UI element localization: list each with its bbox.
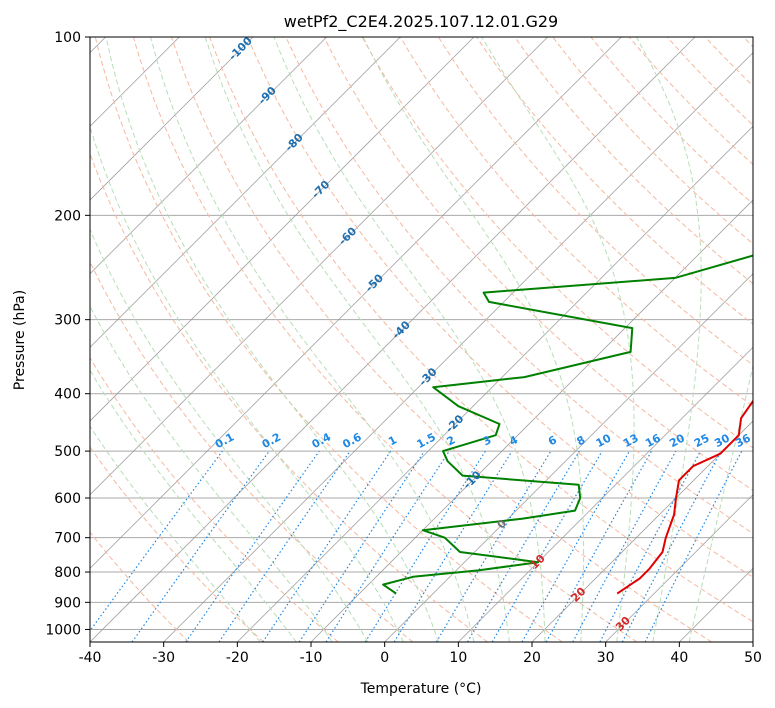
isotherm-line	[163, 52, 753, 642]
mixing-ratio-line	[131, 450, 270, 642]
plot-frame	[89, 36, 754, 643]
y-tick-label: 900	[54, 595, 81, 611]
dry-adiabat-line	[552, 37, 753, 245]
mixing-ratio-line	[644, 450, 743, 642]
x-tick-label: 0	[380, 650, 389, 666]
moist-adiabat-line	[362, 37, 585, 642]
mixing-ratio-line	[218, 450, 351, 642]
isotherm-line	[90, 37, 475, 422]
mixing-ratio-label: 20	[667, 431, 687, 450]
background-lines	[90, 37, 753, 642]
dry-adiabat-line	[437, 37, 753, 366]
x-tick-label: 30	[597, 650, 615, 666]
dewpoint-profile-line	[382, 254, 753, 595]
mixing-ratio-label: 36	[733, 431, 753, 450]
y-tick-label: 300	[54, 313, 81, 329]
mixing-ratio-line	[325, 450, 450, 642]
dry-adiabat-line	[476, 37, 753, 325]
moist-adiabat-line	[273, 37, 546, 642]
mixing-ratio-line	[185, 450, 320, 642]
x-tick-label: 10	[449, 650, 467, 666]
isotherm-line	[605, 494, 753, 642]
mixing-ratio-line	[90, 450, 223, 632]
y-tick-label: 500	[54, 444, 81, 460]
isotherm-line	[90, 37, 696, 642]
moist-adiabat-line	[90, 425, 261, 642]
y-tick-label: 600	[54, 491, 81, 507]
moist-adiabat-line	[635, 37, 702, 642]
y-tick-label: 700	[54, 531, 81, 547]
dry-adiabat-line	[90, 531, 190, 642]
y-tick-label: 800	[54, 565, 81, 581]
y-tick-label: 1000	[45, 622, 81, 638]
mixing-ratio-label: 25	[692, 431, 712, 450]
axis-ticks: -40 -30 -20 -10 0 10 20 30 40 50 100 200 300 400 500 60…	[45, 30, 762, 666]
dry-adiabat-line	[323, 37, 753, 491]
moist-adiabat-line	[150, 37, 475, 642]
mixing-ratio-label: 13	[621, 431, 641, 450]
dry-adiabat-line	[90, 260, 414, 642]
dry-adiabat-line	[132, 37, 638, 642]
y-axis-label: Pressure (hPa)	[12, 290, 28, 390]
dry-adiabat-line	[94, 37, 563, 642]
isotherm-line	[90, 37, 327, 275]
dry-adiabat-line	[399, 37, 753, 407]
isotherm-line	[458, 346, 753, 642]
y-tick-label: 100	[54, 30, 81, 46]
series-layer	[382, 254, 753, 595]
dry-adiabat-line	[90, 356, 339, 642]
dry-adiabat-line	[209, 37, 753, 623]
dry-adiabat-line	[171, 37, 712, 642]
mixing-ratio-line	[393, 450, 513, 642]
moist-adiabat-line	[204, 37, 510, 642]
mixing-ratio-line	[572, 450, 677, 642]
x-tick-label: 40	[670, 650, 688, 666]
moist-adiabat-line	[90, 125, 404, 642]
x-tick-label: -30	[152, 650, 175, 666]
grid-layer	[90, 37, 753, 642]
dry-adiabat-line	[361, 37, 753, 449]
mixing-ratio-label: 16	[643, 431, 663, 450]
x-tick-label: -40	[79, 650, 102, 666]
isotherm-line	[531, 420, 753, 642]
isotherm-line	[90, 37, 254, 201]
x-tick-label: 50	[744, 650, 762, 666]
x-tick-label: -10	[300, 650, 323, 666]
mixing-ratio-line	[262, 450, 392, 642]
x-axis-label: Temperature (°C)	[360, 681, 482, 697]
chart-title: wetPf2_C2E4.2025.107.12.01.G29	[284, 12, 558, 32]
temperature-profile-line	[616, 399, 753, 595]
moist-adiabat-line	[481, 37, 635, 642]
y-tick-label: 400	[54, 387, 81, 403]
moist-adiabat-line	[688, 363, 753, 642]
dry-adiabat-line	[590, 37, 753, 205]
mixing-ratio-label: 30	[712, 431, 732, 450]
isotherm-line	[90, 37, 401, 348]
moist-adiabat-line	[90, 305, 333, 642]
mixing-ratio-line	[545, 450, 653, 642]
x-tick-label: -20	[226, 650, 249, 666]
isotherm-line	[90, 37, 548, 496]
moist-adiabat-line	[105, 37, 440, 642]
moist-adiabat-line	[90, 228, 369, 642]
isotherm-line	[237, 125, 753, 642]
isotherm-line	[90, 37, 622, 569]
y-tick-label: 200	[54, 208, 81, 224]
dry-adiabat-line	[285, 37, 753, 535]
x-tick-label: 20	[523, 650, 541, 666]
mixing-ratio-line	[298, 450, 425, 642]
mixing-ratio-label: 10	[594, 431, 614, 450]
isotherm-line	[384, 273, 753, 642]
mixing-ratio-line	[521, 450, 631, 642]
